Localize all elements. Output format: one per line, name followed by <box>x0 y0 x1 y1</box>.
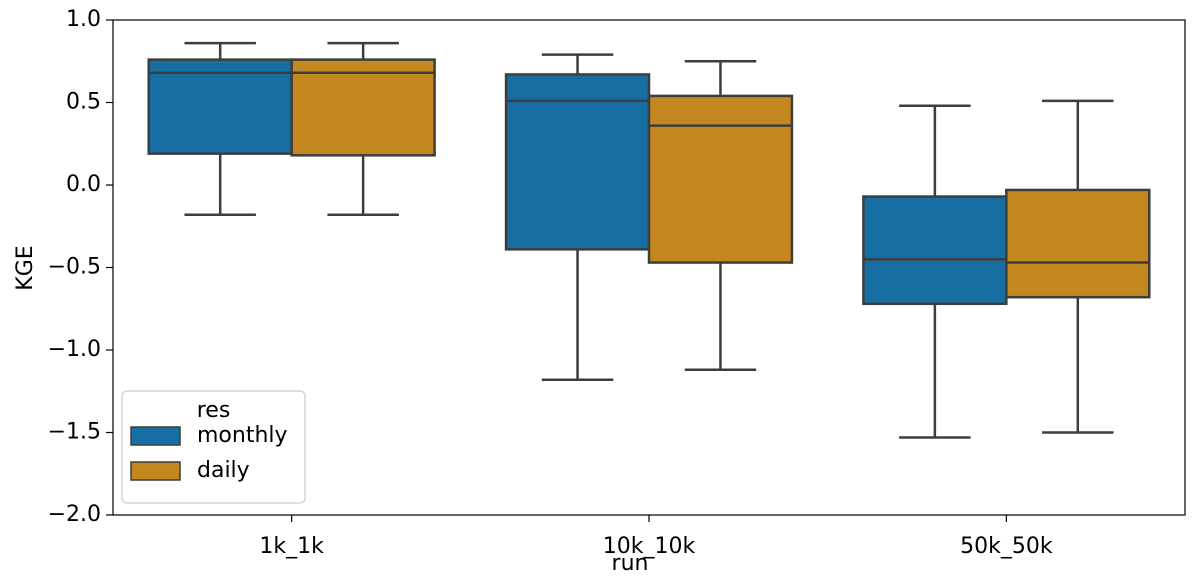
y-tick-label: −2.0 <box>48 502 101 527</box>
y-tick-label: −0.5 <box>48 255 101 280</box>
x-tick-label: 10k_10k <box>603 534 696 559</box>
legend-label: monthly <box>197 423 288 448</box>
y-tick-label: 1.0 <box>66 7 101 32</box>
y-tick-label: 0.0 <box>66 172 101 197</box>
legend-swatch <box>130 461 181 481</box>
legend-label: daily <box>197 458 250 483</box>
box <box>290 58 436 157</box>
x-tick-label: 50k_50k <box>960 534 1053 559</box>
x-axis-label: run <box>612 551 649 576</box>
box <box>862 195 1008 306</box>
plot-frame <box>112 19 1186 516</box>
box <box>647 94 794 264</box>
y-tick-label: −1.5 <box>48 420 101 445</box>
y-axis-label: KGE <box>13 245 38 290</box>
y-tick-label: 0.5 <box>66 90 101 115</box>
y-tick-label: −1.0 <box>48 337 101 362</box>
legend-swatch <box>130 426 181 446</box>
x-tick-label: 1k_1k <box>259 534 324 559</box>
box <box>504 73 651 251</box>
legend-title: res <box>197 398 231 423</box>
box <box>147 58 293 155</box>
box <box>1005 188 1151 299</box>
